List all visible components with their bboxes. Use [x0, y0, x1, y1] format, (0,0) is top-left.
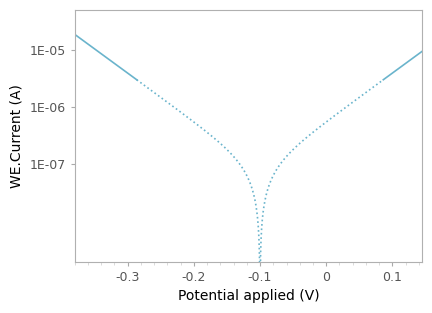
Y-axis label: WE.Current (A): WE.Current (A) [10, 84, 24, 188]
X-axis label: Potential applied (V): Potential applied (V) [178, 289, 319, 303]
